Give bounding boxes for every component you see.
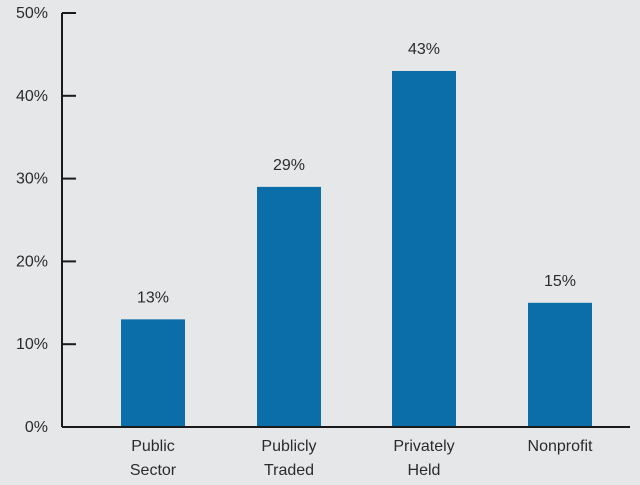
y-tick-label-0: 0% — [25, 419, 48, 436]
bar-2 — [392, 70, 456, 428]
bar-1 — [257, 186, 321, 427]
x-tick-label-0-line-1: Sector — [130, 462, 177, 479]
y-axis-ticks: 0% 10% 20% 30% 40% 50% — [16, 5, 76, 436]
bar-3 — [528, 302, 592, 427]
x-tick-label-1-line-0: Publicly — [261, 438, 316, 455]
data-labels: 13% 29% 43% 15% — [137, 41, 576, 306]
x-tick-label-0-line-0: Public — [131, 438, 175, 455]
y-tick-label-4: 40% — [16, 88, 48, 105]
x-tick-label-3-line-0: Nonprofit — [528, 438, 593, 455]
y-tick-label-2: 20% — [16, 253, 48, 270]
data-label-2: 43% — [408, 41, 440, 58]
y-tick-label-1: 10% — [16, 336, 48, 353]
x-tick-label-2-line-1: Held — [408, 462, 441, 479]
x-axis-labels: Public Sector Publicly Traded Privately Held N… — [130, 438, 593, 479]
bar-0 — [121, 319, 185, 427]
bars — [121, 70, 592, 428]
data-label-3: 15% — [544, 273, 576, 290]
axes — [61, 13, 630, 428]
y-tick-label-5: 50% — [16, 5, 48, 22]
y-tick-label-3: 30% — [16, 171, 48, 188]
x-tick-label-1-line-1: Traded — [264, 462, 314, 479]
x-tick-label-2-line-0: Privately — [393, 438, 454, 455]
data-label-0: 13% — [137, 289, 169, 306]
data-label-1: 29% — [273, 157, 305, 174]
